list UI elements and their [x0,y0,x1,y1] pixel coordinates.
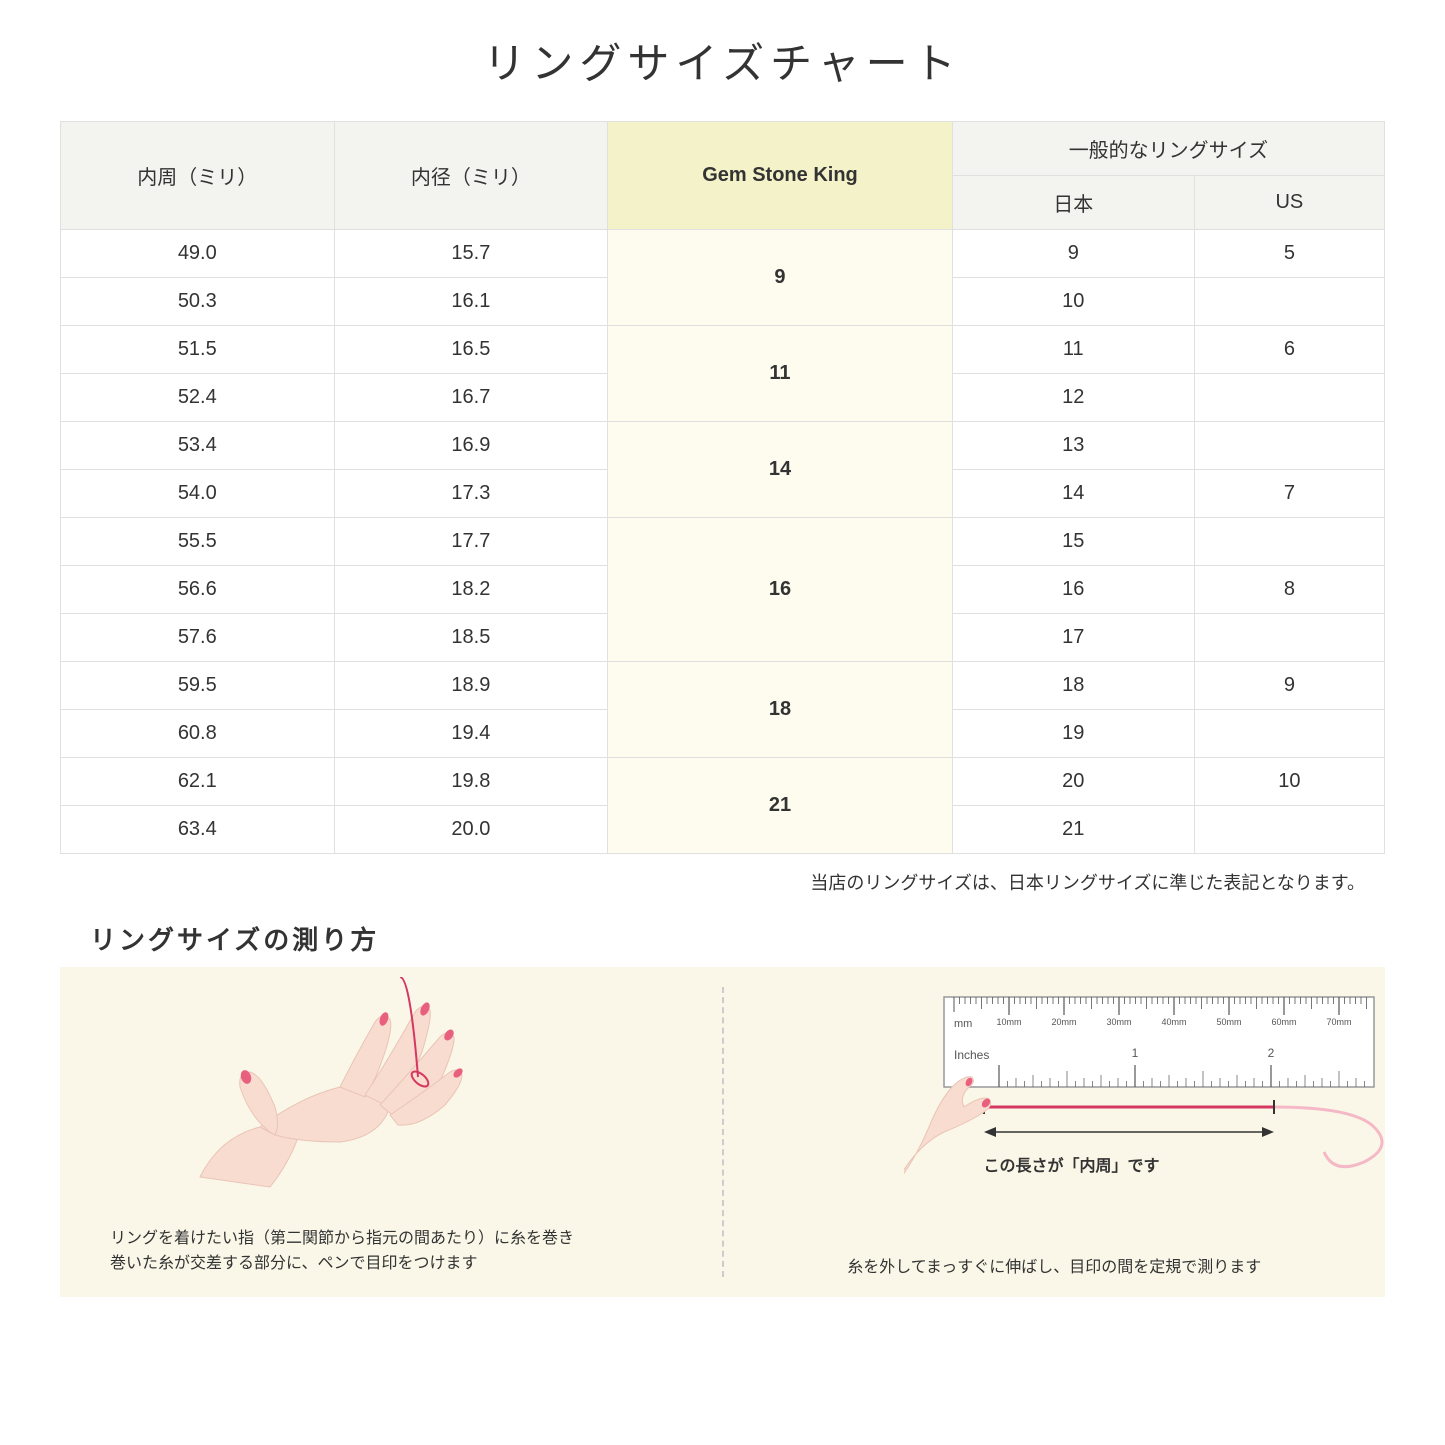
cell-diameter: 16.1 [334,278,608,326]
th-diameter: 内径（ミリ） [334,122,608,230]
cell-diameter: 20.0 [334,806,608,854]
cell-japan: 17 [952,614,1194,662]
cell-japan: 20 [952,758,1194,806]
cell-diameter: 17.3 [334,470,608,518]
cell-us [1194,278,1384,326]
cell-circumference: 50.3 [61,278,335,326]
cell-gsk: 18 [608,662,953,758]
svg-text:2: 2 [1267,1046,1274,1060]
measure-label: この長さが「内周」です [984,1152,1160,1176]
cell-japan: 19 [952,710,1194,758]
cell-diameter: 18.5 [334,614,608,662]
cell-japan: 16 [952,566,1194,614]
svg-text:1: 1 [1131,1046,1138,1060]
cell-circumference: 62.1 [61,758,335,806]
cell-japan: 10 [952,278,1194,326]
table-note: 当店のリングサイズは、日本リングサイズに準じた表記となります。 [60,869,1365,895]
cell-us: 6 [1194,326,1384,374]
howto-step-2: mm 10mm 20mm 30mm 40mm 50mm 60mm 70mm Inches 1… [724,967,1386,1297]
cell-diameter: 18.2 [334,566,608,614]
table-row: 49.015.7995 [61,230,1385,278]
svg-text:50mm: 50mm [1216,1017,1241,1027]
howto-panel: リングを着けたい指（第二関節から指元の間あたり）に糸を巻き 巻いた糸が交差する部… [60,967,1385,1297]
cell-us [1194,710,1384,758]
hand-illustration-left [180,977,500,1197]
cell-us [1194,374,1384,422]
cell-japan: 18 [952,662,1194,710]
cell-diameter: 17.7 [334,518,608,566]
cell-japan: 21 [952,806,1194,854]
svg-text:30mm: 30mm [1106,1017,1131,1027]
cell-diameter: 18.9 [334,662,608,710]
cell-us: 10 [1194,758,1384,806]
howto-caption-left: リングを着けたい指（第二関節から指元の間あたり）に糸を巻き 巻いた糸が交差する部… [110,1226,672,1277]
cell-japan: 14 [952,470,1194,518]
table-row: 51.516.511116 [61,326,1385,374]
cell-circumference: 57.6 [61,614,335,662]
cell-circumference: 49.0 [61,230,335,278]
cell-us: 5 [1194,230,1384,278]
cell-gsk: 14 [608,422,953,518]
cell-us: 7 [1194,470,1384,518]
table-row: 53.416.91413 [61,422,1385,470]
cell-diameter: 15.7 [334,230,608,278]
cell-japan: 11 [952,326,1194,374]
cell-japan: 15 [952,518,1194,566]
svg-text:70mm: 70mm [1326,1017,1351,1027]
th-us: US [1194,176,1384,230]
cell-us: 8 [1194,566,1384,614]
table-row: 59.518.918189 [61,662,1385,710]
cell-japan: 13 [952,422,1194,470]
ruler-inches-label: Inches [954,1048,989,1062]
svg-text:60mm: 60mm [1271,1017,1296,1027]
table-row: 55.517.71615 [61,518,1385,566]
cell-us [1194,806,1384,854]
cell-us [1194,614,1384,662]
cell-us [1194,518,1384,566]
cell-circumference: 59.5 [61,662,335,710]
cell-circumference: 51.5 [61,326,335,374]
howto-caption-right: 糸を外してまっすぐに伸ばし、目印の間を定規で測ります [754,1253,1356,1277]
cell-circumference: 53.4 [61,422,335,470]
cell-circumference: 55.5 [61,518,335,566]
th-general: 一般的なリングサイズ [952,122,1384,176]
cell-us: 9 [1194,662,1384,710]
cell-circumference: 60.8 [61,710,335,758]
cell-gsk: 16 [608,518,953,662]
cell-circumference: 54.0 [61,470,335,518]
th-japan: 日本 [952,176,1194,230]
svg-text:40mm: 40mm [1161,1017,1186,1027]
th-gsk: Gem Stone King [608,122,953,230]
size-table: 内周（ミリ） 内径（ミリ） Gem Stone King 一般的なリングサイズ … [60,121,1385,854]
howto-step-1: リングを着けたい指（第二関節から指元の間あたり）に糸を巻き 巻いた糸が交差する部… [60,967,722,1297]
th-circumference: 内周（ミリ） [61,122,335,230]
cell-gsk: 11 [608,326,953,422]
cell-gsk: 21 [608,758,953,854]
cell-diameter: 16.5 [334,326,608,374]
cell-japan: 9 [952,230,1194,278]
cell-us [1194,422,1384,470]
cell-gsk: 9 [608,230,953,326]
cell-diameter: 19.4 [334,710,608,758]
page-title: リングサイズチャート [60,30,1385,91]
cell-diameter: 16.7 [334,374,608,422]
cell-circumference: 52.4 [61,374,335,422]
cell-diameter: 16.9 [334,422,608,470]
cell-circumference: 63.4 [61,806,335,854]
svg-text:20mm: 20mm [1051,1017,1076,1027]
svg-text:10mm: 10mm [996,1017,1021,1027]
ruler-mm-label: mm [954,1018,972,1030]
cell-circumference: 56.6 [61,566,335,614]
table-row: 62.119.8212010 [61,758,1385,806]
cell-diameter: 19.8 [334,758,608,806]
cell-japan: 12 [952,374,1194,422]
howto-title: リングサイズの測り方 [90,920,1385,957]
